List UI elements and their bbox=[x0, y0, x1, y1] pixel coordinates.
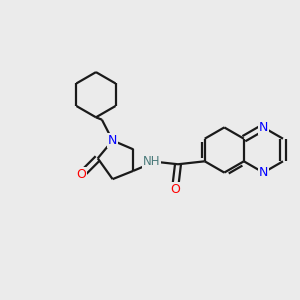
Text: O: O bbox=[76, 169, 86, 182]
Text: N: N bbox=[259, 166, 268, 179]
Text: O: O bbox=[170, 183, 180, 196]
Text: NH: NH bbox=[142, 155, 160, 168]
Text: N: N bbox=[259, 121, 268, 134]
Text: N: N bbox=[108, 134, 117, 147]
